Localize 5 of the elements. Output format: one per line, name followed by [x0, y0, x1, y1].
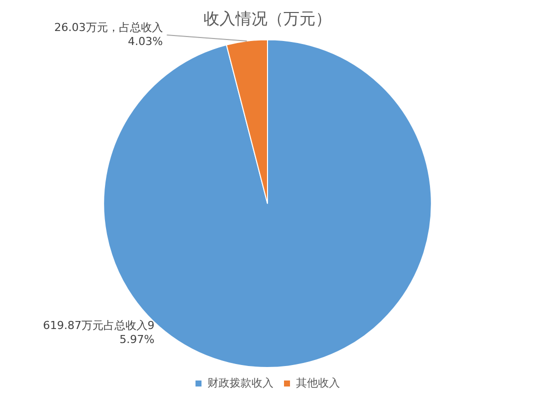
legend-label: 其他收入: [296, 376, 340, 390]
chart-title: 收入情况（万元）: [204, 8, 332, 28]
data-label: 26.03万元，占总收入4.03%: [54, 20, 163, 48]
data-label: 619.87万元占总收入95.97%: [42, 318, 154, 346]
legend-label: 财政拨款收入: [208, 376, 274, 390]
